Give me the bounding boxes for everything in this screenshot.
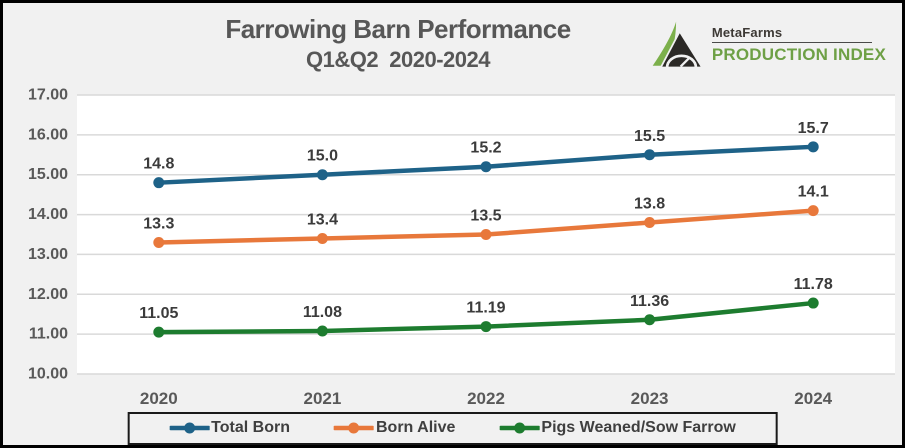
data-point-marker-pigs-weaned-sow-farrow	[644, 314, 656, 326]
logo-product-text: PRODUCTION INDEX	[711, 45, 886, 64]
data-point-marker-total-born	[480, 161, 492, 173]
legend-item-total-born: Total Born	[169, 419, 290, 437]
data-point-label: 14.8	[143, 156, 174, 173]
y-axis-tick-label: 15.00	[28, 166, 68, 183]
data-point-marker-pigs-weaned-sow-farrow	[316, 325, 328, 337]
data-point-marker-total-born	[153, 177, 165, 189]
data-point-marker-born-alive	[807, 205, 819, 217]
line-chart: 17.00 16.00 15.00 14.00 13.00 12.00 11.00 10.00…	[28, 87, 895, 408]
x-axis-label: 2023	[631, 389, 669, 408]
chart-title: Farrowing Barn Performance	[225, 14, 571, 44]
legend-marker-icon	[333, 422, 374, 434]
data-point-label: 11.78	[794, 276, 833, 293]
data-point-marker-born-alive	[153, 236, 165, 248]
y-axis-tick-label: 16.00	[28, 126, 68, 143]
legend-marker-icon	[169, 422, 210, 434]
data-point-label: 13.8	[634, 196, 665, 213]
data-point-label: 15.2	[470, 140, 501, 157]
x-axis-label: 2024	[794, 389, 832, 408]
metafarms-logo: MetaFarms PRODUCTION INDEX	[650, 19, 886, 71]
chart-header: Farrowing Barn Performance Q1&Q2 2020-20…	[3, 13, 793, 75]
data-point-marker-pigs-weaned-sow-farrow	[480, 321, 492, 333]
logo-brand-text: MetaFarms	[711, 25, 783, 40]
legend-label: Pigs Weaned/Sow Farrow	[541, 419, 736, 436]
logo-divider	[711, 42, 872, 43]
y-axis-tick-label: 11.00	[29, 326, 68, 343]
y-axis-tick-label: 17.00	[28, 87, 68, 104]
metafarms-mountain-gauge-icon	[652, 21, 704, 69]
y-axis-tick-label: 13.00	[28, 246, 68, 263]
x-axis-label: 2020	[140, 389, 178, 408]
data-point-label: 14.1	[798, 184, 829, 201]
logo-text-block: MetaFarms PRODUCTION INDEX	[711, 25, 886, 65]
data-point-label: 15.0	[307, 148, 338, 165]
chart-subtitle: Q1&Q2 2020-2024	[305, 47, 491, 72]
data-point-marker-pigs-weaned-sow-farrow	[807, 297, 819, 309]
chart-legend: Total Born Born Alive Pigs Weaned/Sow Farr…	[127, 412, 778, 445]
data-point-label: 15.5	[634, 128, 665, 145]
data-point-label: 11.08	[303, 304, 342, 321]
y-axis-tick-label: 10.00	[28, 366, 68, 383]
data-point-marker-born-alive	[480, 229, 492, 240]
data-point-label: 13.4	[307, 211, 338, 228]
data-point-marker-total-born	[316, 169, 328, 181]
data-point-marker-total-born	[807, 141, 819, 153]
data-point-label: 13.5	[470, 208, 501, 225]
data-point-marker-total-born	[644, 149, 656, 161]
legend-marker-icon	[499, 422, 540, 434]
data-point-label: 11.19	[466, 300, 505, 317]
data-point-label: 15.7	[798, 120, 829, 137]
y-axis-tick-label: 14.00	[28, 206, 68, 223]
data-point-marker-born-alive	[316, 232, 328, 244]
x-axis-label: 2021	[303, 389, 341, 408]
legend-item-born-alive: Born Alive	[333, 419, 456, 437]
legend-label: Total Born	[211, 419, 290, 436]
data-point-label: 13.3	[143, 215, 174, 232]
data-point-label: 11.05	[139, 305, 178, 322]
data-point-marker-born-alive	[644, 217, 656, 229]
data-point-label: 11.36	[630, 293, 669, 310]
x-axis-label: 2022	[467, 389, 505, 408]
legend-label: Born Alive	[375, 419, 456, 436]
data-point-marker-pigs-weaned-sow-farrow	[153, 326, 165, 338]
y-axis-tick-label: 12.00	[28, 286, 68, 303]
legend-item-pigs-weaned-sow-farrow: Pigs Weaned/Sow Farrow	[499, 419, 736, 437]
